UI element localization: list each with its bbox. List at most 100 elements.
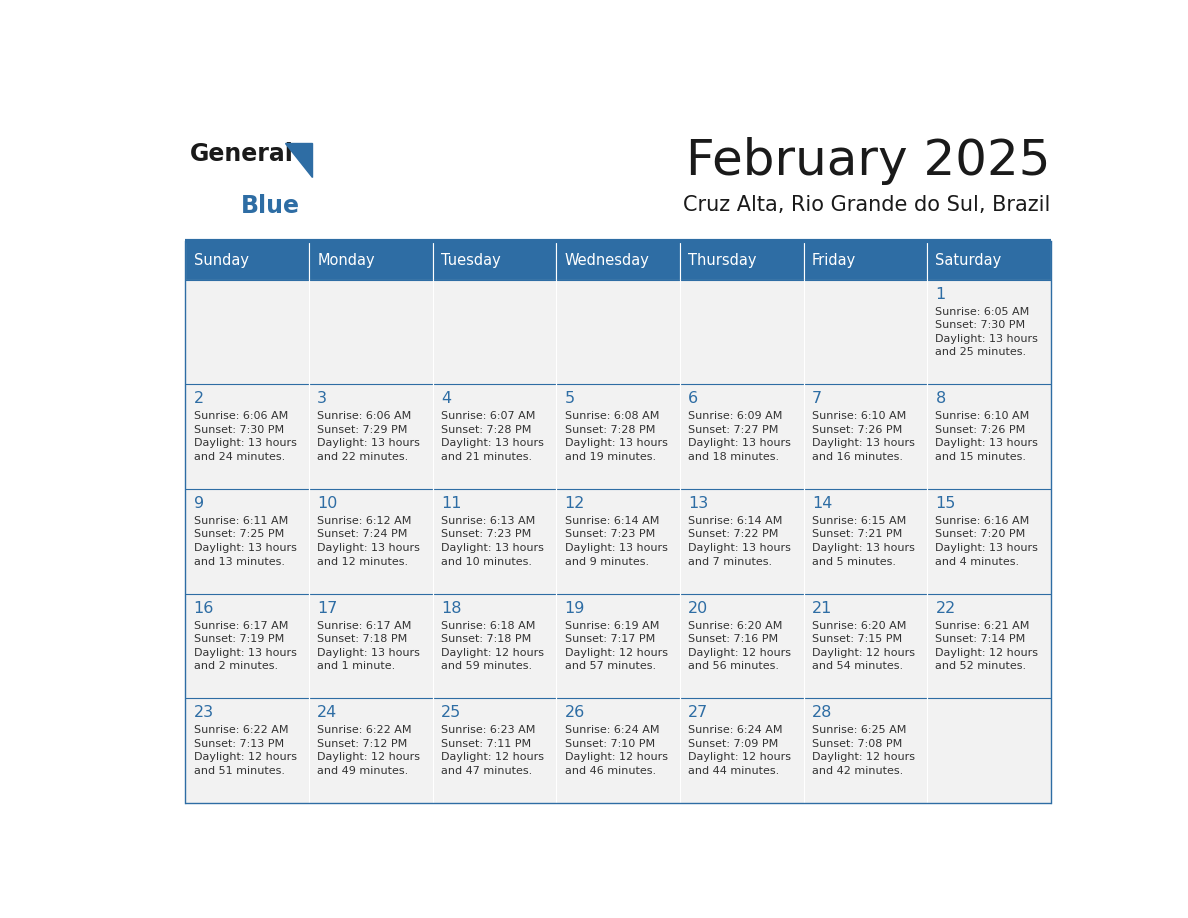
Text: Friday: Friday <box>811 252 857 268</box>
Text: 5: 5 <box>564 391 575 407</box>
Text: General: General <box>190 142 293 166</box>
Text: Sunrise: 6:08 AM
Sunset: 7:28 PM
Daylight: 13 hours
and 19 minutes.: Sunrise: 6:08 AM Sunset: 7:28 PM Dayligh… <box>564 411 668 462</box>
FancyBboxPatch shape <box>432 241 556 280</box>
Text: Saturday: Saturday <box>935 252 1001 268</box>
Text: Sunrise: 6:06 AM
Sunset: 7:29 PM
Daylight: 13 hours
and 22 minutes.: Sunrise: 6:06 AM Sunset: 7:29 PM Dayligh… <box>317 411 421 462</box>
Polygon shape <box>285 143 312 177</box>
FancyBboxPatch shape <box>927 699 1051 803</box>
Text: 18: 18 <box>441 600 461 616</box>
Text: Sunrise: 6:16 AM
Sunset: 7:20 PM
Daylight: 13 hours
and 4 minutes.: Sunrise: 6:16 AM Sunset: 7:20 PM Dayligh… <box>935 516 1038 566</box>
FancyBboxPatch shape <box>185 241 309 280</box>
Text: Monday: Monday <box>317 252 375 268</box>
Text: 13: 13 <box>688 496 708 511</box>
Text: 9: 9 <box>194 496 203 511</box>
FancyBboxPatch shape <box>556 489 680 594</box>
Text: Sunrise: 6:19 AM
Sunset: 7:17 PM
Daylight: 12 hours
and 57 minutes.: Sunrise: 6:19 AM Sunset: 7:17 PM Dayligh… <box>564 621 668 671</box>
Text: Sunrise: 6:07 AM
Sunset: 7:28 PM
Daylight: 13 hours
and 21 minutes.: Sunrise: 6:07 AM Sunset: 7:28 PM Dayligh… <box>441 411 544 462</box>
Text: Sunrise: 6:09 AM
Sunset: 7:27 PM
Daylight: 13 hours
and 18 minutes.: Sunrise: 6:09 AM Sunset: 7:27 PM Dayligh… <box>688 411 791 462</box>
FancyBboxPatch shape <box>556 241 680 280</box>
Text: Sunrise: 6:18 AM
Sunset: 7:18 PM
Daylight: 12 hours
and 59 minutes.: Sunrise: 6:18 AM Sunset: 7:18 PM Dayligh… <box>441 621 544 671</box>
Text: Sunrise: 6:12 AM
Sunset: 7:24 PM
Daylight: 13 hours
and 12 minutes.: Sunrise: 6:12 AM Sunset: 7:24 PM Dayligh… <box>317 516 421 566</box>
FancyBboxPatch shape <box>432 280 556 385</box>
Text: Sunrise: 6:17 AM
Sunset: 7:19 PM
Daylight: 13 hours
and 2 minutes.: Sunrise: 6:17 AM Sunset: 7:19 PM Dayligh… <box>194 621 297 671</box>
FancyBboxPatch shape <box>927 280 1051 385</box>
Text: Sunrise: 6:10 AM
Sunset: 7:26 PM
Daylight: 13 hours
and 15 minutes.: Sunrise: 6:10 AM Sunset: 7:26 PM Dayligh… <box>935 411 1038 462</box>
FancyBboxPatch shape <box>309 241 432 280</box>
FancyBboxPatch shape <box>432 489 556 594</box>
Text: 27: 27 <box>688 705 708 721</box>
FancyBboxPatch shape <box>309 489 432 594</box>
Text: Sunrise: 6:21 AM
Sunset: 7:14 PM
Daylight: 12 hours
and 52 minutes.: Sunrise: 6:21 AM Sunset: 7:14 PM Dayligh… <box>935 621 1038 671</box>
FancyBboxPatch shape <box>309 594 432 699</box>
Text: 24: 24 <box>317 705 337 721</box>
FancyBboxPatch shape <box>185 385 309 489</box>
FancyBboxPatch shape <box>309 699 432 803</box>
FancyBboxPatch shape <box>432 385 556 489</box>
FancyBboxPatch shape <box>927 241 1051 280</box>
Text: 22: 22 <box>935 600 955 616</box>
FancyBboxPatch shape <box>927 594 1051 699</box>
Text: 15: 15 <box>935 496 956 511</box>
Text: Thursday: Thursday <box>688 252 757 268</box>
FancyBboxPatch shape <box>185 280 309 385</box>
Text: 16: 16 <box>194 600 214 616</box>
FancyBboxPatch shape <box>803 699 927 803</box>
Text: 8: 8 <box>935 391 946 407</box>
Text: Blue: Blue <box>240 194 299 218</box>
Text: 17: 17 <box>317 600 337 616</box>
Text: 7: 7 <box>811 391 822 407</box>
Text: 12: 12 <box>564 496 584 511</box>
FancyBboxPatch shape <box>803 241 927 280</box>
Text: 6: 6 <box>688 391 699 407</box>
Text: Sunrise: 6:05 AM
Sunset: 7:30 PM
Daylight: 13 hours
and 25 minutes.: Sunrise: 6:05 AM Sunset: 7:30 PM Dayligh… <box>935 307 1038 357</box>
Text: 26: 26 <box>564 705 584 721</box>
Text: 4: 4 <box>441 391 451 407</box>
Text: 11: 11 <box>441 496 461 511</box>
FancyBboxPatch shape <box>680 241 803 280</box>
Text: Sunrise: 6:23 AM
Sunset: 7:11 PM
Daylight: 12 hours
and 47 minutes.: Sunrise: 6:23 AM Sunset: 7:11 PM Dayligh… <box>441 725 544 776</box>
Text: Sunrise: 6:22 AM
Sunset: 7:13 PM
Daylight: 12 hours
and 51 minutes.: Sunrise: 6:22 AM Sunset: 7:13 PM Dayligh… <box>194 725 297 776</box>
FancyBboxPatch shape <box>556 699 680 803</box>
FancyBboxPatch shape <box>556 385 680 489</box>
Text: 3: 3 <box>317 391 327 407</box>
Text: 10: 10 <box>317 496 337 511</box>
Text: Sunrise: 6:13 AM
Sunset: 7:23 PM
Daylight: 13 hours
and 10 minutes.: Sunrise: 6:13 AM Sunset: 7:23 PM Dayligh… <box>441 516 544 566</box>
Text: 25: 25 <box>441 705 461 721</box>
Text: 1: 1 <box>935 286 946 302</box>
FancyBboxPatch shape <box>803 594 927 699</box>
Text: Sunrise: 6:17 AM
Sunset: 7:18 PM
Daylight: 13 hours
and 1 minute.: Sunrise: 6:17 AM Sunset: 7:18 PM Dayligh… <box>317 621 421 671</box>
Text: Sunrise: 6:11 AM
Sunset: 7:25 PM
Daylight: 13 hours
and 13 minutes.: Sunrise: 6:11 AM Sunset: 7:25 PM Dayligh… <box>194 516 297 566</box>
FancyBboxPatch shape <box>680 280 803 385</box>
Text: Tuesday: Tuesday <box>441 252 500 268</box>
Text: 20: 20 <box>688 600 708 616</box>
Text: Sunrise: 6:20 AM
Sunset: 7:16 PM
Daylight: 12 hours
and 56 minutes.: Sunrise: 6:20 AM Sunset: 7:16 PM Dayligh… <box>688 621 791 671</box>
Text: Sunrise: 6:14 AM
Sunset: 7:23 PM
Daylight: 13 hours
and 9 minutes.: Sunrise: 6:14 AM Sunset: 7:23 PM Dayligh… <box>564 516 668 566</box>
Text: Sunrise: 6:22 AM
Sunset: 7:12 PM
Daylight: 12 hours
and 49 minutes.: Sunrise: 6:22 AM Sunset: 7:12 PM Dayligh… <box>317 725 421 776</box>
FancyBboxPatch shape <box>680 699 803 803</box>
Text: Sunrise: 6:24 AM
Sunset: 7:09 PM
Daylight: 12 hours
and 44 minutes.: Sunrise: 6:24 AM Sunset: 7:09 PM Dayligh… <box>688 725 791 776</box>
Text: Sunrise: 6:24 AM
Sunset: 7:10 PM
Daylight: 12 hours
and 46 minutes.: Sunrise: 6:24 AM Sunset: 7:10 PM Dayligh… <box>564 725 668 776</box>
Text: Sunrise: 6:06 AM
Sunset: 7:30 PM
Daylight: 13 hours
and 24 minutes.: Sunrise: 6:06 AM Sunset: 7:30 PM Dayligh… <box>194 411 297 462</box>
FancyBboxPatch shape <box>927 385 1051 489</box>
FancyBboxPatch shape <box>927 489 1051 594</box>
Text: Sunrise: 6:20 AM
Sunset: 7:15 PM
Daylight: 12 hours
and 54 minutes.: Sunrise: 6:20 AM Sunset: 7:15 PM Dayligh… <box>811 621 915 671</box>
FancyBboxPatch shape <box>185 489 309 594</box>
FancyBboxPatch shape <box>309 280 432 385</box>
Text: 23: 23 <box>194 705 214 721</box>
FancyBboxPatch shape <box>185 699 309 803</box>
Text: 14: 14 <box>811 496 832 511</box>
FancyBboxPatch shape <box>803 489 927 594</box>
Text: February 2025: February 2025 <box>687 137 1051 185</box>
Text: 28: 28 <box>811 705 832 721</box>
Text: Sunrise: 6:15 AM
Sunset: 7:21 PM
Daylight: 13 hours
and 5 minutes.: Sunrise: 6:15 AM Sunset: 7:21 PM Dayligh… <box>811 516 915 566</box>
FancyBboxPatch shape <box>803 280 927 385</box>
FancyBboxPatch shape <box>680 594 803 699</box>
Text: Sunrise: 6:25 AM
Sunset: 7:08 PM
Daylight: 12 hours
and 42 minutes.: Sunrise: 6:25 AM Sunset: 7:08 PM Dayligh… <box>811 725 915 776</box>
FancyBboxPatch shape <box>556 594 680 699</box>
FancyBboxPatch shape <box>432 594 556 699</box>
Text: Sunrise: 6:10 AM
Sunset: 7:26 PM
Daylight: 13 hours
and 16 minutes.: Sunrise: 6:10 AM Sunset: 7:26 PM Dayligh… <box>811 411 915 462</box>
FancyBboxPatch shape <box>680 489 803 594</box>
Text: Sunrise: 6:14 AM
Sunset: 7:22 PM
Daylight: 13 hours
and 7 minutes.: Sunrise: 6:14 AM Sunset: 7:22 PM Dayligh… <box>688 516 791 566</box>
FancyBboxPatch shape <box>803 385 927 489</box>
FancyBboxPatch shape <box>680 385 803 489</box>
